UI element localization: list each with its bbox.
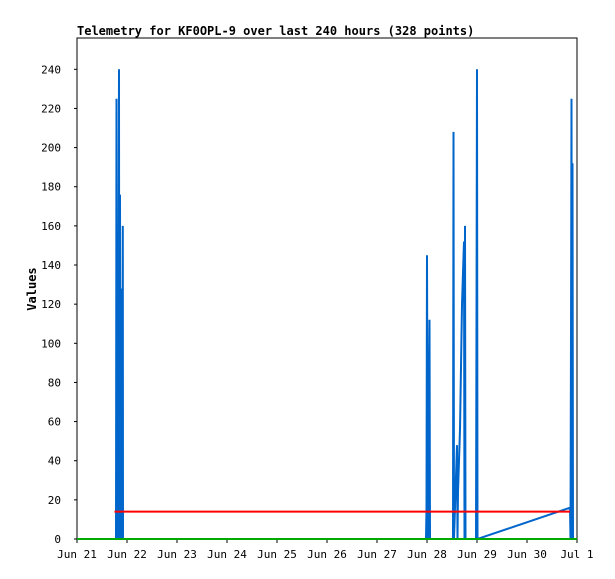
y-tick-label: 200 [41, 142, 61, 155]
y-tick-label: 0 [54, 533, 61, 546]
x-tick-label: Jun 30 [507, 548, 547, 561]
x-tick-label: Jun 24 [207, 548, 247, 561]
x-tick-label: Jun 23 [157, 548, 197, 561]
x-tick-label: Jun 22 [107, 548, 147, 561]
y-tick-label: 220 [41, 102, 61, 115]
y-tick-label: 160 [41, 220, 61, 233]
y-tick-label: 80 [48, 376, 61, 389]
x-tick-label: Jun 27 [357, 548, 397, 561]
y-axis: 0 20 40 60 80 100 120 140 160 180 200 220 240 [41, 63, 77, 546]
plot-frame [76, 37, 578, 540]
y-axis-label: Values [25, 267, 39, 310]
x-tick-label: Jun 25 [257, 548, 297, 561]
x-tick-label: Jun 26 [307, 548, 347, 561]
y-tick-label: 100 [41, 337, 61, 350]
x-tick-label: Jul 1 [560, 548, 593, 561]
series-layer [77, 69, 577, 541]
y-tick-label: 60 [48, 416, 61, 429]
x-tick-label: Jun 29 [457, 548, 497, 561]
y-tick-label: 40 [48, 455, 61, 468]
x-tick-label: Jun 28 [407, 548, 447, 561]
chart-title: Telemetry for KF0OPL-9 over last 240 hou… [77, 24, 474, 38]
y-tick-label: 240 [41, 63, 61, 76]
y-tick-label: 140 [41, 259, 61, 272]
y-tick-label: 180 [41, 181, 61, 194]
y-tick-label: 20 [48, 494, 61, 507]
series-line [115, 69, 574, 541]
y-tick-label: 120 [41, 298, 61, 311]
x-axis: Jun 21 Jun 22 Jun 23 Jun 24 Jun 25 Jun 26 Jun … [57, 539, 594, 561]
x-tick-label: Jun 21 [57, 548, 97, 561]
